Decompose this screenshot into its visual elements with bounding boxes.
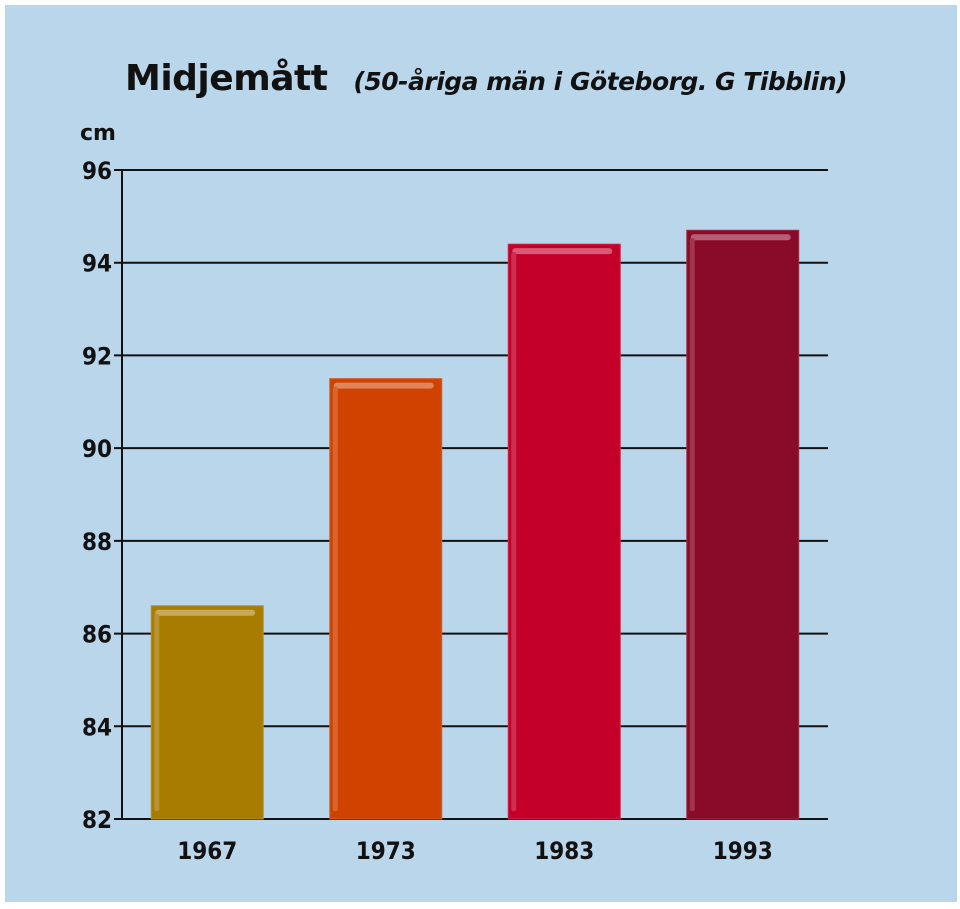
y-tick-label: 96 — [82, 157, 112, 185]
bar-highlight — [690, 234, 791, 241]
chart-title: Midjemått — [125, 58, 328, 99]
bar-edge-highlight — [511, 252, 517, 811]
y-tick-label: 90 — [82, 435, 112, 463]
bar-edge-highlight — [332, 386, 338, 811]
x-tick-label: 1967 — [177, 837, 237, 865]
bar — [150, 605, 264, 820]
bar-highlight — [155, 609, 256, 616]
bar — [507, 243, 621, 820]
y-tick-label: 92 — [82, 342, 112, 370]
y-tick-label: 88 — [82, 528, 112, 556]
bar — [329, 378, 443, 820]
x-tick-label: 1993 — [713, 837, 773, 865]
bar-highlight — [512, 248, 613, 255]
chart-title-row: Midjemått (50-åriga män i Göteborg. G Ti… — [125, 58, 848, 99]
bar-edge-highlight — [154, 613, 160, 811]
y-tick-label: 94 — [82, 250, 112, 278]
x-tick-label: 1973 — [356, 837, 416, 865]
y-tick-label: 84 — [82, 713, 112, 741]
bar — [686, 229, 800, 820]
x-tick-label: 1983 — [534, 837, 594, 865]
chart-subtitle: (50-åriga män i Göteborg. G Tibblin) — [353, 67, 848, 96]
y-axis-unit-label: cm — [80, 121, 116, 146]
y-tick-label: 86 — [82, 621, 112, 649]
bar-edge-highlight — [689, 238, 695, 811]
bar-highlight — [333, 382, 434, 389]
y-tick-label: 82 — [82, 806, 112, 834]
